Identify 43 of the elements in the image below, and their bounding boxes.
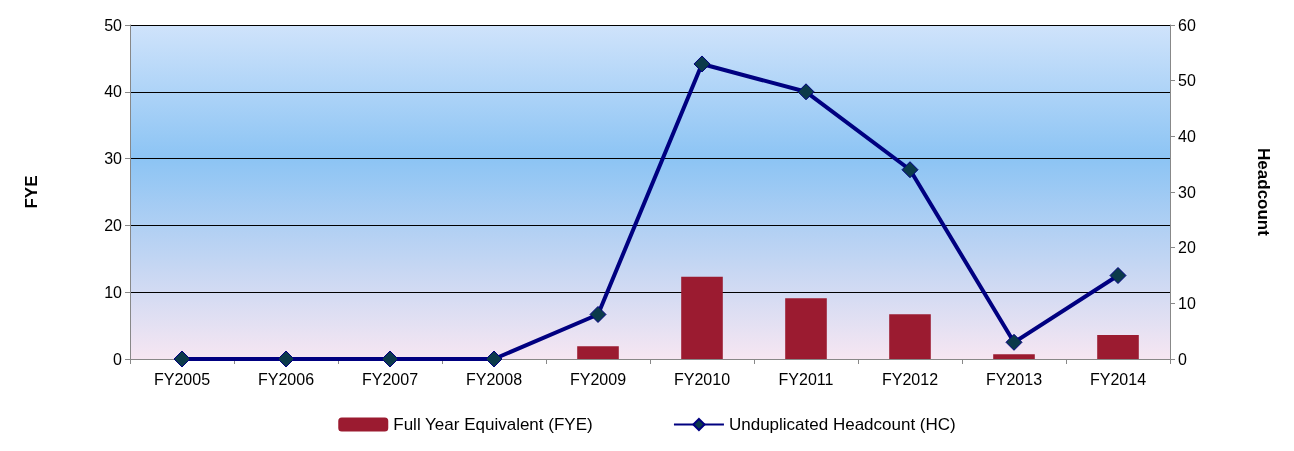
legend-label: Unduplicated Headcount (HC)	[728, 415, 956, 434]
y2-tick-label: 0	[1178, 350, 1187, 368]
y-tick-label: 50	[104, 16, 123, 34]
point	[277, 350, 295, 368]
y2-tick-label: 30	[1178, 183, 1196, 201]
point	[1109, 267, 1127, 284]
bar	[681, 276, 723, 359]
point	[693, 55, 711, 73]
y2-tick-label: 20	[1178, 239, 1196, 257]
x-tick-label: FY2009	[569, 370, 627, 388]
x-tick-label: FY2013	[985, 370, 1043, 388]
y2-tick-label: 10	[1178, 294, 1196, 312]
x-tick-label: FY2012	[881, 370, 939, 388]
y-tick-label: 40	[104, 83, 123, 101]
y-tick-label: 20	[104, 216, 123, 234]
y-axis-title: FYE	[22, 175, 41, 209]
y2-axis-title: Headcount	[1254, 148, 1273, 237]
legend-label: Full Year Equivalent (FYE)	[393, 415, 593, 434]
bar	[1097, 334, 1139, 359]
x-tick-label: FY2006	[257, 370, 315, 388]
y-tick-label: 10	[104, 283, 123, 301]
bar	[993, 354, 1035, 359]
y2-tick-label: 50	[1178, 72, 1196, 90]
x-tick-label: FY2005	[153, 370, 211, 388]
y-tick-label: 30	[104, 150, 123, 168]
bar	[785, 298, 827, 359]
point	[797, 83, 815, 101]
point	[381, 350, 399, 368]
x-tick-label: FY2010	[673, 370, 731, 388]
y2-tick-label: 40	[1178, 127, 1196, 145]
bar	[889, 314, 931, 359]
x-tick-label: FY2008	[465, 370, 523, 388]
point	[901, 161, 919, 179]
x-tick-label: FY2011	[778, 370, 834, 388]
x-tick-label: FY2007	[361, 370, 419, 388]
x-tick-label: FY2014	[1089, 370, 1147, 388]
y2-tick-label: 60	[1178, 16, 1196, 34]
point	[173, 350, 191, 368]
point	[1005, 333, 1023, 351]
point	[589, 305, 607, 323]
bar	[577, 346, 619, 359]
y-tick-label: 0	[113, 350, 123, 368]
point	[485, 350, 503, 368]
